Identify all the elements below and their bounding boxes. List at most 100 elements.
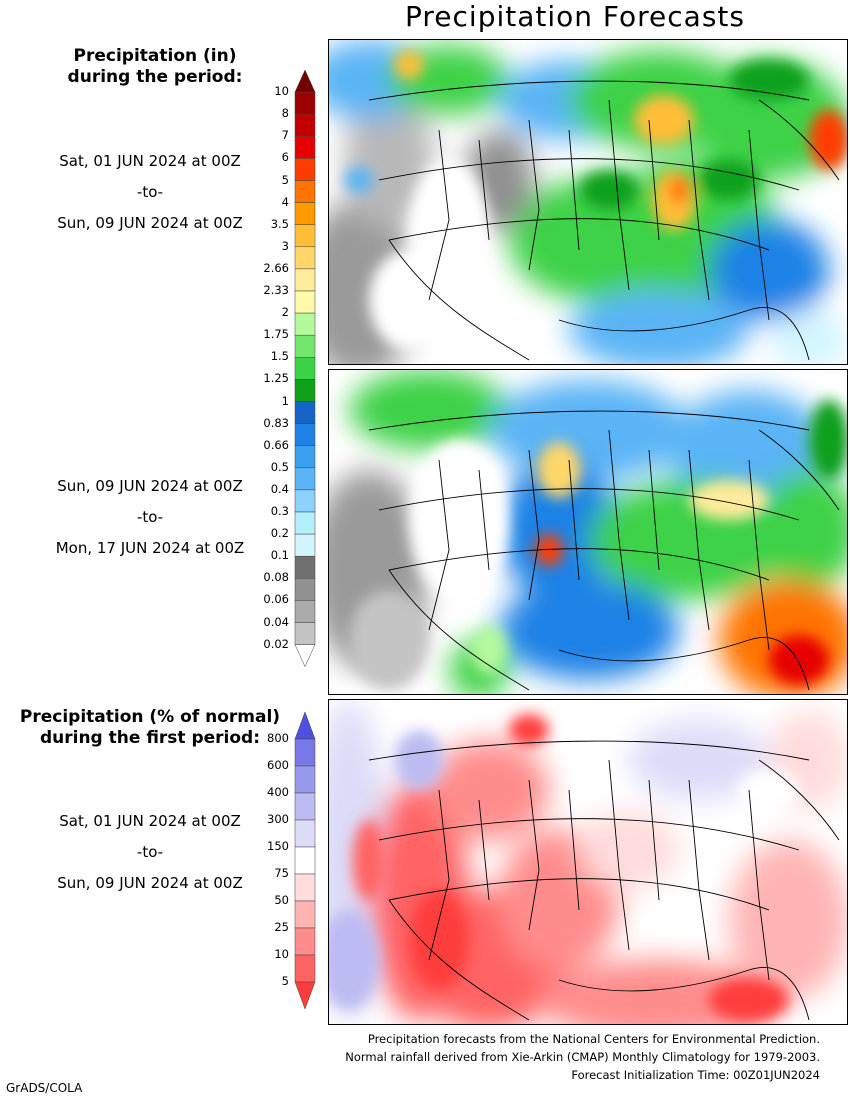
amount-colorbar-swatch-2: [294, 113, 316, 137]
percent-colorbar-level-label: 10: [274, 947, 289, 961]
amount-colorbar-swatch-14: [294, 379, 316, 402]
footer-line2: Normal rainfall derived from Xie-Arkin (…: [345, 1050, 820, 1064]
period1-end: Sun, 09 JUN 2024 at 00Z: [57, 214, 243, 232]
percent-colorbar-level-label: 600: [267, 758, 289, 772]
percent-colorbar-swatch-1: [294, 738, 316, 767]
amount-colorbar-swatch-10: [294, 290, 316, 314]
amount-colorbar-swatch-21: [294, 533, 316, 557]
amount-colorbar-swatch-13: [294, 357, 316, 380]
map-percent-of-normal: [328, 699, 848, 1025]
amount-colorbar-level-label: 1.75: [263, 327, 289, 342]
percent-legend-title-line2: during the first period:: [39, 728, 261, 748]
percent-legend-title-line1: Precipitation (% of normal): [19, 707, 281, 727]
amount-colorbar-level-label: 0.83: [263, 415, 289, 430]
amount-colorbar-level-label: 0.3: [270, 504, 289, 518]
amount-colorbar-level-label: 0.04: [263, 614, 289, 629]
percent-colorbar-swatch-10: [294, 981, 316, 1010]
amount-colorbar-swatch-15: [294, 401, 316, 424]
percent-legend-title: Precipitation (% of normal) during the f…: [0, 707, 300, 749]
credit-label: GrADS/COLA: [6, 1081, 83, 1095]
percent-colorbar-swatch-9: [294, 954, 316, 983]
amount-colorbar-swatch-0: [294, 70, 316, 93]
footer-line3: Forecast Initialization Time: 00Z01JUN20…: [571, 1068, 820, 1082]
percent-colorbar-swatch-8: [294, 927, 316, 956]
percent-colorbar-level-label: 300: [267, 812, 289, 826]
amount-colorbar-swatch-24: [294, 600, 316, 623]
amount-colorbar-level-label: 0.08: [263, 570, 289, 585]
percent-colorbar-swatch-2: [294, 765, 316, 794]
percent-colorbar-swatch-0: [294, 712, 316, 740]
amount-colorbar-level-label: 5: [281, 172, 289, 187]
amount-colorbar-level-label: 2.33: [263, 283, 289, 297]
period1-start: Sat, 01 JUN 2024 at 00Z: [59, 152, 241, 170]
percent-colorbar: 800 600 400 300 150 75 50 25 10 5: [255, 712, 325, 1017]
amount-colorbar-swatch-19: [294, 489, 316, 513]
amount-colorbar-level-label: 1.25: [263, 371, 289, 386]
percent-colorbar-swatch-4: [294, 819, 316, 848]
footer-line1: Precipitation forecasts from the Nationa…: [367, 1032, 820, 1046]
percent-colorbar-level-label: 25: [274, 920, 289, 934]
amount-colorbar-swatch-20: [294, 511, 316, 535]
amount-colorbar-level-label: 0.02: [263, 636, 289, 651]
percent-colorbar-level-label: 800: [267, 731, 289, 745]
percent-colorbar-swatch-6: [294, 873, 316, 902]
amount-legend-title-line1: Precipitation (in): [73, 46, 237, 66]
period3-sep: -to-: [136, 843, 164, 861]
amount-colorbar-level-label: 1: [281, 393, 289, 408]
page-title: Precipitation Forecasts: [405, 0, 745, 33]
amount-colorbar-swatch-11: [294, 312, 316, 336]
amount-colorbar-level-label: 2.66: [263, 260, 289, 275]
percent-colorbar-swatch-3: [294, 792, 316, 821]
amount-colorbar-level-label: 0.5: [270, 459, 289, 474]
period2-sep: -to-: [136, 508, 164, 526]
amount-colorbar-swatch-23: [294, 578, 316, 601]
amount-colorbar-swatch-18: [294, 467, 316, 491]
period3-end: Sun, 09 JUN 2024 at 00Z: [57, 874, 243, 892]
amount-colorbar-swatch-1: [294, 91, 316, 115]
amount-colorbar-swatch-26: [294, 644, 316, 668]
period3-start: Sat, 01 JUN 2024 at 00Z: [59, 812, 241, 830]
amount-colorbar: 10 8 7 6 5 4 3.5 3 2.66 2.33 2 1.75 1.5 1.25 1 0.83 0.66…: [255, 70, 325, 670]
period2-start: Sun, 09 JUN 2024 at 00Z: [57, 477, 243, 495]
percent-colorbar-level-label: 400: [267, 785, 289, 799]
amount-colorbar-level-label: 8: [281, 106, 289, 121]
amount-colorbar-swatch-4: [294, 158, 316, 181]
amount-legend-title: Precipitation (in) during the period:: [0, 46, 310, 88]
amount-colorbar-swatch-5: [294, 180, 316, 203]
amount-colorbar-level-label: 0.2: [270, 526, 289, 541]
percent-colorbar-level-label: 5: [281, 974, 289, 988]
percent-colorbar-swatch-5: [294, 846, 316, 875]
amount-colorbar-level-label: 0.06: [263, 592, 289, 607]
percent-colorbar-level-label: 150: [267, 839, 289, 853]
period3-label: Sat, 01 JUN 2024 at 00Z -to- Sun, 09 JUN…: [0, 812, 300, 905]
amount-colorbar-level-label: 0.4: [270, 481, 289, 496]
period2-label: Sun, 09 JUN 2024 at 00Z -to- Mon, 17 JUN…: [0, 477, 300, 570]
amount-legend-title-line2: during the period:: [67, 67, 243, 87]
amount-colorbar-swatch-6: [294, 202, 316, 225]
amount-colorbar-level-label: 4: [281, 194, 289, 209]
amount-colorbar-swatch-12: [294, 334, 316, 358]
percent-colorbar-level-label: 75: [274, 866, 289, 880]
amount-colorbar-swatch-3: [294, 136, 316, 159]
footer-notes: Precipitation forecasts from the Nationa…: [220, 1030, 820, 1084]
amount-colorbar-swatch-22: [294, 555, 316, 579]
map-precip-period2: [328, 369, 848, 695]
amount-colorbar-swatch-17: [294, 445, 316, 469]
amount-colorbar-swatch-7: [294, 224, 316, 248]
period2-end: Mon, 17 JUN 2024 at 00Z: [55, 539, 245, 557]
amount-colorbar-level-label: 3.5: [270, 216, 289, 231]
amount-colorbar-level-label: 6: [281, 150, 289, 165]
amount-colorbar-level-label: 2: [281, 305, 289, 320]
amount-colorbar-swatch-16: [294, 423, 316, 446]
percent-colorbar-level-label: 50: [274, 893, 289, 907]
amount-colorbar-swatch-9: [294, 268, 316, 292]
percent-colorbar-swatch-7: [294, 900, 316, 929]
amount-colorbar-level-label: 0.1: [270, 548, 289, 563]
amount-colorbar-level-label: 1.5: [270, 349, 289, 364]
amount-colorbar-level-label: 7: [281, 128, 289, 143]
amount-colorbar-swatch-25: [294, 622, 316, 645]
period1-sep: -to-: [136, 183, 164, 201]
amount-colorbar-level-label: 3: [281, 238, 289, 253]
amount-colorbar-level-label: 10: [274, 84, 289, 99]
period1-label: Sat, 01 JUN 2024 at 00Z -to- Sun, 09 JUN…: [0, 152, 300, 245]
